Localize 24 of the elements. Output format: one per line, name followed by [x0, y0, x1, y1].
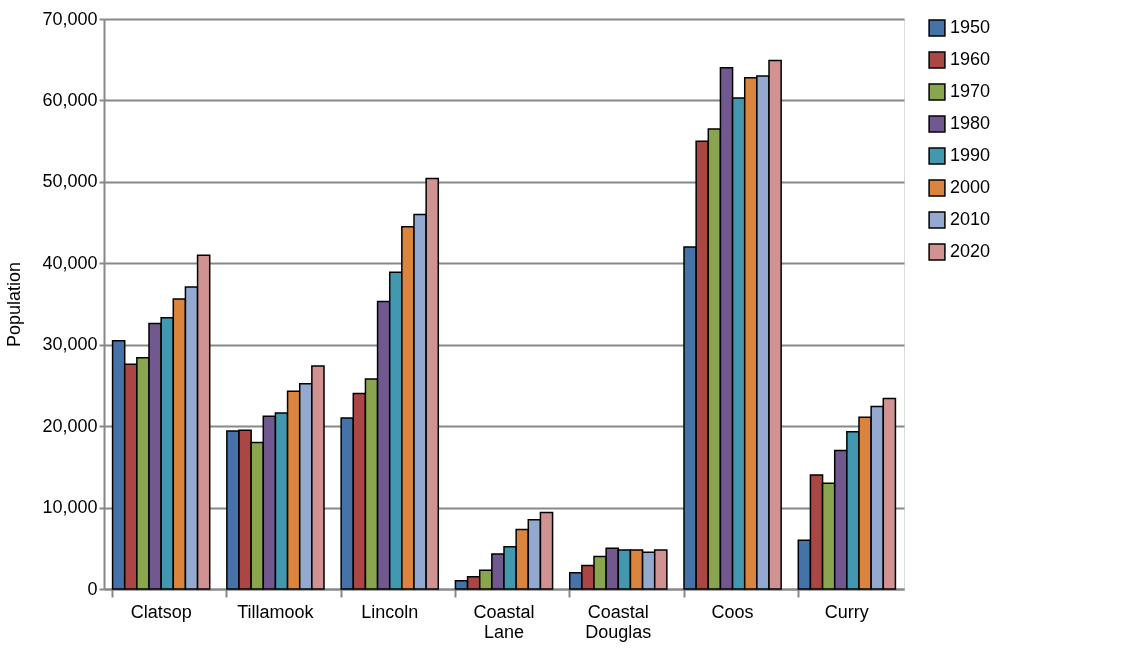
- x-tick-label: Clatsop: [130, 601, 192, 622]
- x-tick-label: Curry: [824, 601, 869, 622]
- y-tick-label: 60,000: [42, 89, 98, 110]
- legend-label: 1980: [950, 113, 991, 133]
- x-tick-label: Coastal Lane: [473, 601, 535, 642]
- x-tick-label: Tillamook: [237, 601, 315, 622]
- x-tick-label: Lincoln: [361, 601, 419, 622]
- legend-label: 2010: [950, 209, 991, 229]
- y-tick-label: 20,000: [42, 415, 98, 436]
- y-tick-label: 70,000: [42, 8, 98, 29]
- y-tick-label: 0: [87, 578, 98, 599]
- legend-label: 1990: [950, 145, 991, 165]
- y-axis-title: Population: [4, 261, 25, 348]
- x-tick-label: Coos: [711, 601, 754, 622]
- legend-label: 1970: [950, 81, 991, 101]
- legend-label: 1950: [950, 17, 991, 37]
- y-tick-label: 50,000: [42, 171, 98, 192]
- y-tick-label: 30,000: [42, 334, 98, 355]
- x-tick-label: Coastal Douglas: [585, 601, 652, 642]
- y-tick-label: 40,000: [42, 252, 98, 273]
- legend-label: 2000: [950, 177, 991, 197]
- legend-label: 1960: [950, 49, 991, 69]
- legend-label: 2020: [950, 241, 991, 261]
- y-tick-label: 10,000: [42, 497, 98, 518]
